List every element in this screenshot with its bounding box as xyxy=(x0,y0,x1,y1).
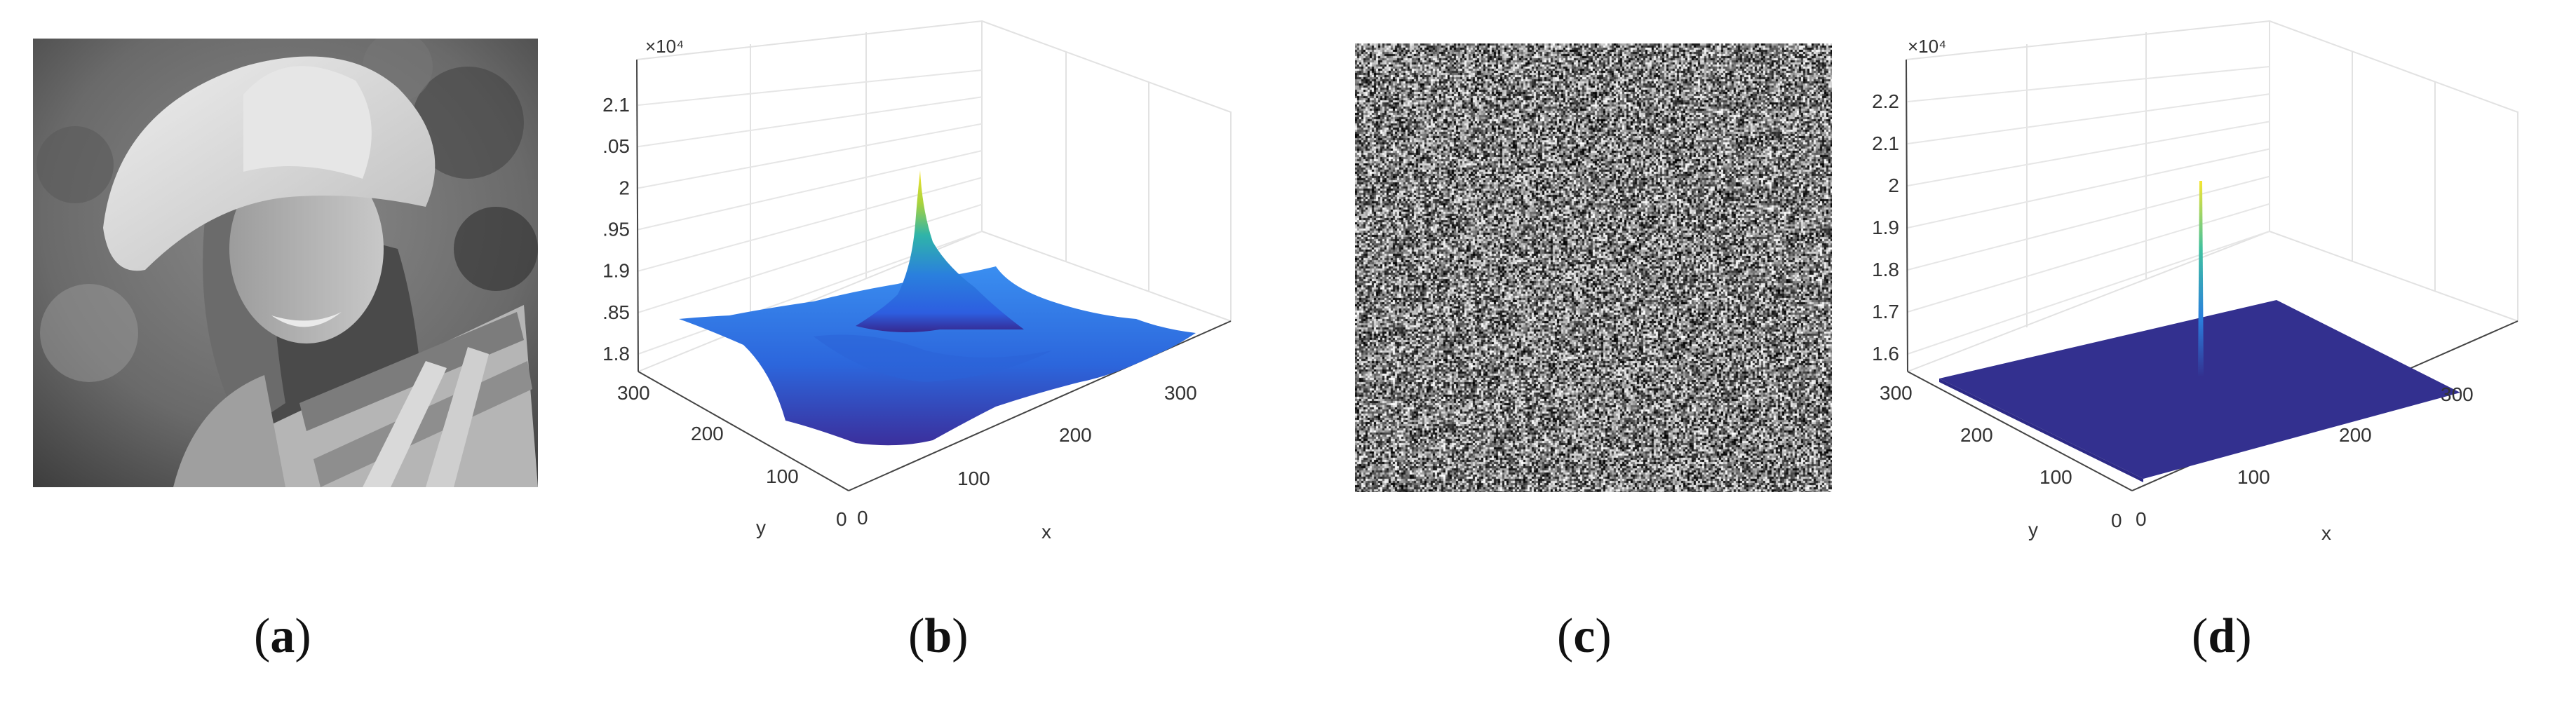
z-gridline xyxy=(1907,66,2270,102)
y-tick-labels: 300 200 100 0 xyxy=(1880,382,2122,531)
x-tick-200: 200 xyxy=(2339,424,2372,446)
z-tick-label: 1.95 xyxy=(603,219,630,240)
z-tick-labels: 1.6 1.7 1.8 1.9 2 2.1 2.2 xyxy=(1872,90,1899,365)
x-tick-300: 300 xyxy=(1164,382,1197,404)
panel-b: ×10⁴ 1.8 1.85 1.9 1.95 2 2.05 2.1 300 200 100 … xyxy=(592,0,1319,701)
z-tick-label: 2.05 xyxy=(603,135,630,157)
z-gridline xyxy=(1907,121,2270,186)
y-tick-200: 200 xyxy=(691,423,724,444)
z-gridline xyxy=(638,177,983,272)
z-tick-label: 1.8 xyxy=(1872,259,1899,280)
z-tick-label: 1.85 xyxy=(603,301,630,323)
z-tick-label: 2 xyxy=(1888,175,1899,196)
x-tick-labels: 0 100 200 300 xyxy=(2136,383,2474,530)
x-tick-300: 300 xyxy=(2441,383,2474,405)
z-tick-label: 2.2 xyxy=(1872,90,1899,112)
y-tick-200: 200 xyxy=(1960,424,1993,446)
grayscale-portrait-photo xyxy=(33,39,538,487)
x-tick-200: 200 xyxy=(1059,424,1092,446)
caption-b: (b) xyxy=(908,609,969,663)
y-axis-label: y xyxy=(756,517,766,538)
z-exponent-label: ×10⁴ xyxy=(645,36,684,57)
y-tick-300: 300 xyxy=(617,382,650,404)
z-tick-label: 1.9 xyxy=(1872,217,1899,238)
y-axis-label: y xyxy=(2028,519,2038,540)
z-gridlines xyxy=(638,69,983,355)
z-tick-label: 2 xyxy=(619,177,630,198)
y-tick-300: 300 xyxy=(1880,382,1913,404)
z-tick-label: 2.1 xyxy=(603,94,630,116)
z-tick-label: 2.1 xyxy=(1872,132,1899,154)
caption-c: (c) xyxy=(1557,609,1612,663)
surface-chart-b: ×10⁴ 1.8 1.85 1.9 1.95 2 2.05 2.1 300 200 100 … xyxy=(592,20,1232,543)
z-gridline xyxy=(1907,175,2270,271)
surface-d-plane xyxy=(1939,300,2460,479)
caption-a: (a) xyxy=(254,609,311,663)
panel-a: (a) xyxy=(0,0,603,701)
x-tick-labels: 0 100 200 300 xyxy=(857,382,1197,529)
y-tick-0: 0 xyxy=(836,508,847,530)
surface-chart-d: ×10⁴ 1.6 1.7 1.8 1.9 2 2.1 2.2 300 200 100 0 0… xyxy=(1872,20,2518,544)
z-tick-label: 1.9 xyxy=(603,260,630,282)
z-gridline xyxy=(1907,231,2270,355)
z-gridline xyxy=(638,150,983,231)
z-gridline xyxy=(1907,203,2270,313)
z-gridline xyxy=(638,123,983,189)
z-tick-label: 1.6 xyxy=(1872,343,1899,365)
surface-d-spike xyxy=(2198,181,2204,377)
panel-c: (c) xyxy=(1319,0,1866,701)
z-gridline xyxy=(1907,93,2270,144)
z-tick-labels: 1.8 1.85 1.9 1.95 2 2.05 2.1 xyxy=(592,94,630,365)
z-tick-label: 1.7 xyxy=(1872,301,1899,322)
x-axis-label: x xyxy=(2321,522,2331,544)
z-gridline xyxy=(638,69,983,106)
x-tick-100: 100 xyxy=(957,468,990,489)
z-tick-label: 1.8 xyxy=(603,343,630,365)
x-axis-label: x xyxy=(1041,521,1051,543)
z-exponent-label: ×10⁴ xyxy=(1908,36,1946,57)
panel-d: ×10⁴ 1.6 1.7 1.8 1.9 2 2.1 2.2 300 200 100 0 0… xyxy=(1866,0,2576,701)
y-tick-labels: 300 200 100 0 xyxy=(617,382,847,530)
noise-image xyxy=(1355,43,1832,492)
caption-d: (d) xyxy=(2192,609,2252,663)
x-tick-0: 0 xyxy=(857,507,868,529)
z-gridline xyxy=(638,96,983,148)
y-tick-0: 0 xyxy=(2111,510,2122,531)
z-gridline xyxy=(1907,148,2270,229)
y-tick-100: 100 xyxy=(2039,466,2072,488)
surface-b-peak xyxy=(856,170,1024,332)
x-tick-100: 100 xyxy=(2237,466,2270,488)
x-tick-0: 0 xyxy=(2136,508,2147,530)
z-gridlines xyxy=(1907,66,2270,355)
y-tick-100: 100 xyxy=(766,465,799,487)
